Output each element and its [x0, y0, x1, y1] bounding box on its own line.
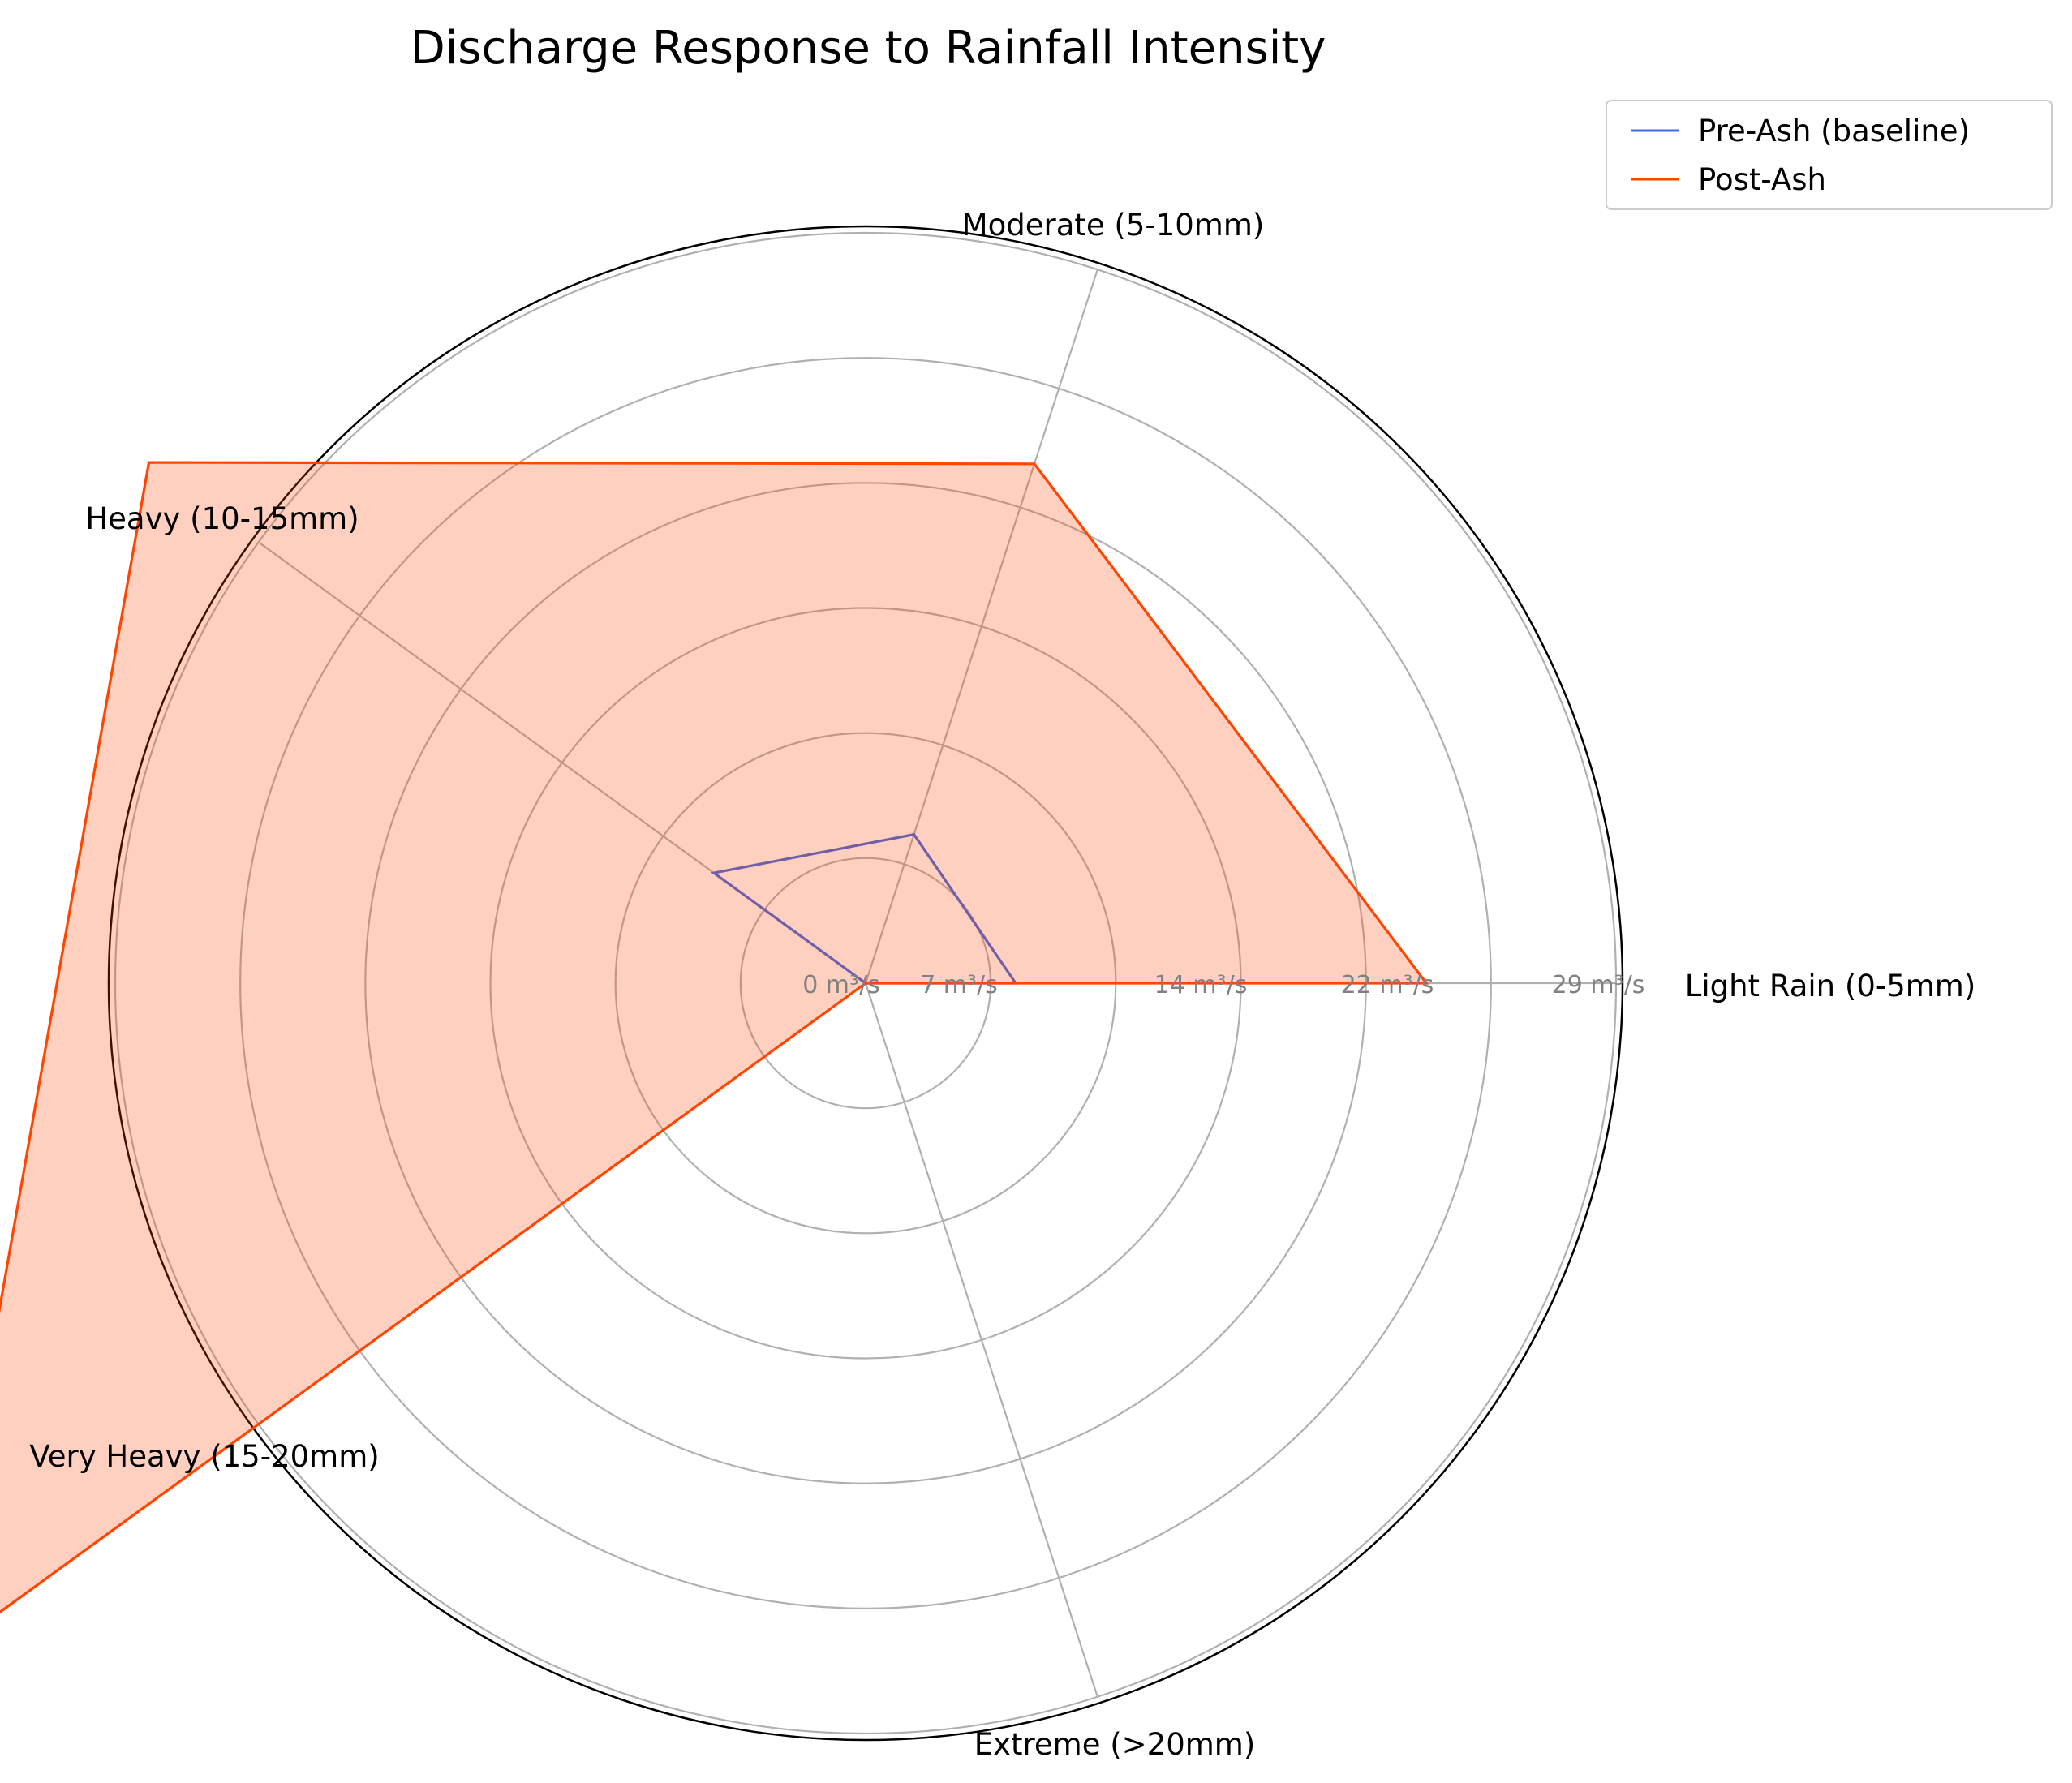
- category-labels: Light Rain (0-5mm) Moderate (5-10mm) Heavy…: [29, 208, 1975, 1762]
- chart-title: Discharge Response to Rainfall Intensity: [411, 22, 1326, 75]
- data-point-pre-ash-baseline: [913, 833, 916, 836]
- legend-frame: [1606, 100, 2053, 210]
- category-label: Very Heavy (15-20mm): [29, 1439, 379, 1474]
- legend-label-post-ash: Post-Ash: [1698, 162, 1826, 197]
- spoke: [864, 982, 1098, 1698]
- series-area-post-ash: [0, 462, 1427, 1613]
- data-point-post-ash: [1033, 462, 1036, 466]
- category-label: Extreme (>20mm): [974, 1727, 1256, 1762]
- radial-tick-label: 7 m³/s: [920, 971, 998, 999]
- data-point-post-ash: [864, 982, 867, 985]
- data-point-pre-ash-baseline: [712, 871, 716, 874]
- category-label: Heavy (10-15mm): [85, 501, 359, 536]
- legend-label-pre-ash: Pre-Ash (baseline): [1698, 114, 1970, 148]
- series-line-post-ash: [0, 461, 1429, 1614]
- spoke: [864, 269, 1098, 984]
- polar-frame: [107, 225, 1624, 1742]
- radial-tick-label: 0 m³/s: [802, 971, 880, 999]
- radial-tick-labels: 0 m³/s 7 m³/s 14 m³/s 22 m³/s 29 m³/s: [802, 971, 1644, 999]
- category-label: Moderate (5-10mm): [962, 208, 1265, 243]
- data-point-post-ash: [148, 461, 151, 464]
- category-label: Light Rain (0-5mm): [1685, 969, 1976, 1003]
- radial-tick-label: 14 m³/s: [1154, 971, 1248, 999]
- radial-tick-label: 29 m³/s: [1552, 971, 1645, 999]
- data-point-post-ash: [1425, 982, 1428, 985]
- radial-tick-label: 22 m³/s: [1341, 971, 1434, 999]
- series-layer: [0, 461, 1429, 1614]
- legend: Pre-Ash (baseline) Post-Ash: [1606, 100, 2053, 210]
